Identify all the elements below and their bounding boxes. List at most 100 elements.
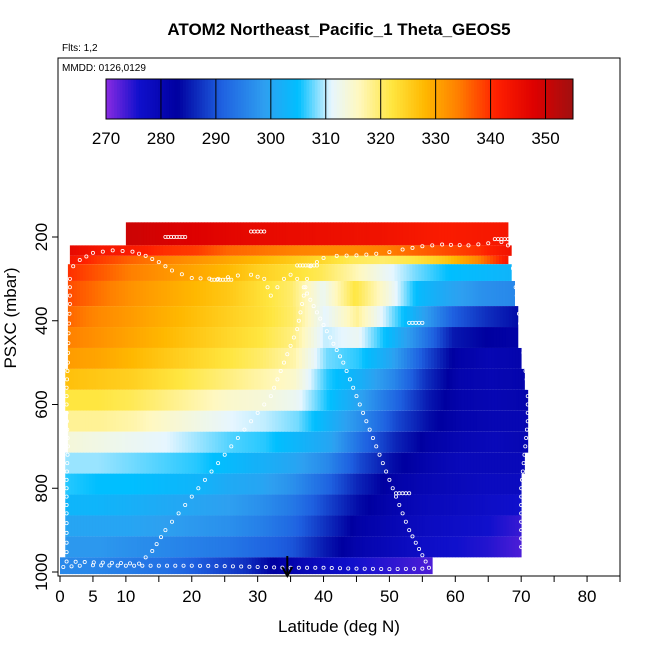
heatmap-cell: [151, 327, 156, 348]
heatmap-cell: [311, 515, 315, 537]
heatmap-cell: [460, 264, 464, 281]
heatmap-cell: [311, 536, 315, 558]
heatmap-cell: [419, 452, 423, 474]
heatmap-cell: [281, 536, 285, 558]
track-point: [100, 249, 105, 254]
heatmap-cell: [125, 431, 129, 453]
colorbar-segment: [334, 79, 338, 119]
heatmap-cell: [360, 222, 364, 246]
heatmap-cell: [436, 245, 440, 256]
heatmap-cell: [419, 515, 423, 537]
heatmap-cell: [205, 306, 210, 328]
heatmap-cell: [342, 222, 346, 246]
heatmap-cell: [278, 452, 282, 474]
heatmap-cell: [403, 245, 407, 256]
heatmap-cell: [506, 368, 510, 390]
heatmap-cell: [94, 306, 99, 328]
heatmap-cell: [206, 473, 210, 495]
heatmap-cell: [68, 389, 72, 411]
heatmap-cell: [395, 389, 400, 411]
heatmap-cell: [419, 410, 423, 432]
heatmap-cell: [197, 473, 201, 495]
heatmap-cell: [212, 389, 216, 411]
heatmap-cell: [515, 536, 519, 558]
heatmap-cell: [152, 473, 156, 495]
heatmap-cell: [389, 536, 393, 558]
heatmap-cell: [300, 222, 304, 246]
heatmap-cell: [443, 473, 447, 495]
track-point: [281, 360, 286, 365]
heatmap-cell: [222, 557, 226, 575]
track-point: [367, 427, 372, 432]
heatmap-cell: [380, 410, 384, 432]
heatmap-cell: [342, 255, 347, 265]
heatmap-cell: [92, 515, 96, 537]
heatmap-cell: [457, 327, 462, 348]
heatmap-cell: [164, 410, 168, 432]
heatmap-cell: [190, 306, 195, 328]
heatmap-cell: [221, 452, 225, 474]
heatmap-cell: [380, 347, 384, 369]
heatmap-cell: [304, 327, 309, 348]
heatmap-cell: [396, 255, 401, 265]
heatmap-cell: [334, 280, 339, 307]
heatmap-cell: [91, 410, 96, 432]
track-point: [65, 360, 70, 365]
heatmap-cell: [378, 222, 383, 246]
heatmap-cell: [146, 368, 150, 390]
track-point: [66, 341, 71, 346]
heatmap-cell: [392, 347, 396, 369]
heatmap-cell: [95, 515, 99, 537]
heatmap-cell: [235, 306, 240, 328]
heatmap-cell: [376, 264, 380, 281]
heatmap-cell: [308, 431, 312, 453]
heatmap-cell: [131, 368, 135, 390]
heatmap-cell: [332, 389, 336, 411]
heatmap-cell: [321, 255, 326, 265]
heatmap-cell: [408, 222, 413, 246]
heatmap-cell: [434, 494, 438, 516]
heatmap-cell: [280, 327, 285, 348]
colorbar-segment: [248, 79, 252, 119]
heatmap-cell: [182, 452, 186, 474]
heatmap-cell: [482, 368, 486, 390]
heatmap-cell: [404, 536, 408, 558]
heatmap-cell: [67, 347, 72, 369]
heatmap-cell: [269, 410, 273, 432]
heatmap-cell: [392, 473, 396, 495]
colorbar-segments: [105, 78, 574, 120]
heatmap-cell: [308, 515, 312, 537]
heatmap-cell: [191, 389, 195, 411]
heatmap-cell: [95, 389, 99, 411]
heatmap-cell: [434, 410, 438, 432]
heatmap-cell: [431, 536, 435, 558]
heatmap-cell: [344, 473, 348, 495]
track-point: [179, 272, 184, 277]
heatmap-cell: [483, 222, 488, 246]
heatmap-cell: [478, 280, 483, 307]
heatmap-cell: [319, 306, 324, 328]
heatmap-cell: [506, 473, 510, 495]
heatmap-cell: [430, 264, 434, 281]
heatmap-cell: [368, 431, 372, 453]
heatmap-cell: [466, 280, 471, 307]
x-tick-label: 40: [314, 587, 333, 606]
heatmap-cell: [458, 389, 463, 411]
heatmap-cell: [155, 536, 159, 558]
heatmap-cell: [198, 222, 202, 246]
heatmap-cell: [413, 347, 417, 369]
heatmap-cell: [65, 494, 69, 516]
colorbar-segment: [202, 79, 206, 119]
heatmap-cell: [424, 327, 429, 348]
heatmap-cell: [126, 255, 131, 265]
heatmap-cell: [298, 245, 302, 256]
heatmap-cell: [125, 515, 129, 537]
heatmap-cell: [332, 536, 336, 558]
heatmap-cell: [91, 431, 96, 453]
heatmap-cell: [269, 431, 273, 453]
heatmap-cell: [257, 368, 261, 390]
colorbar-segment: [136, 79, 140, 119]
track-point: [189, 563, 194, 568]
heatmap-cell: [370, 264, 374, 281]
colorbar-segment: [380, 79, 384, 119]
